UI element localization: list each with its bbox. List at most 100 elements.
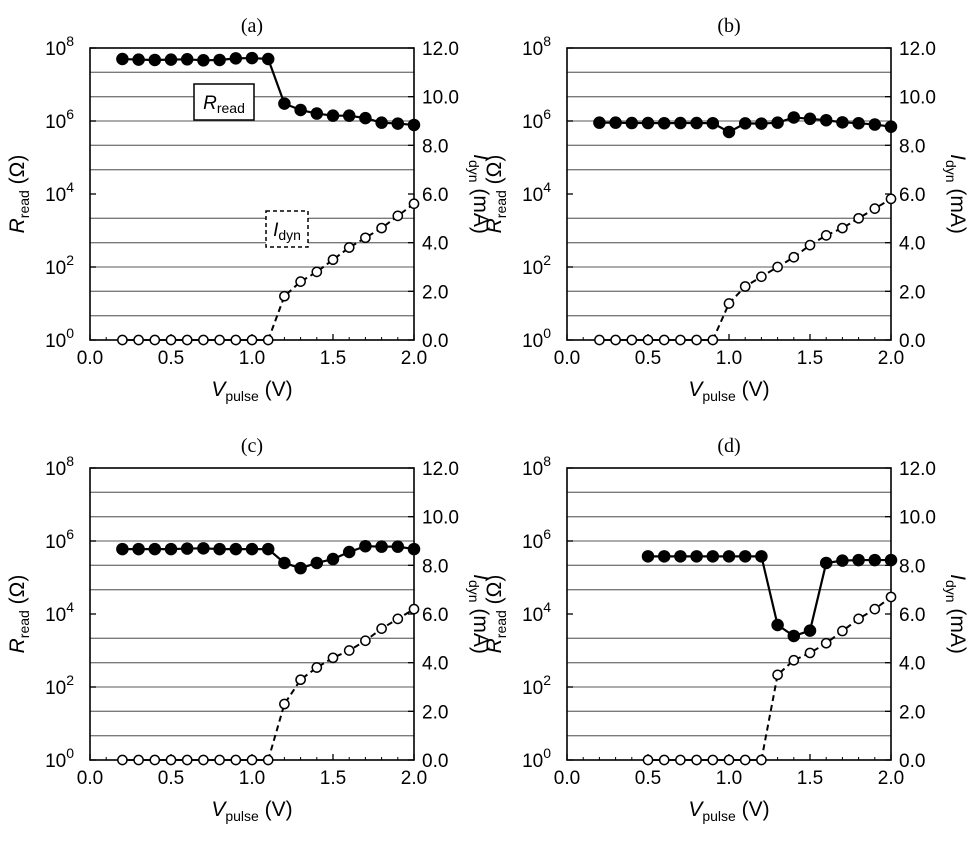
x-tick-label: 0.0 xyxy=(77,768,103,789)
rread-point xyxy=(261,52,275,66)
y-left-tick-label: 100 xyxy=(522,325,551,352)
rread-point xyxy=(819,113,833,127)
y-right-axis-title: Idyn (mA) xyxy=(466,154,492,234)
idyn-point xyxy=(772,669,783,681)
y-left-tick-label: 108 xyxy=(45,33,74,60)
y-right-tick-label: 10.0 xyxy=(422,88,459,109)
idyn-point xyxy=(691,334,702,346)
rread-point xyxy=(391,117,405,130)
rread-point xyxy=(180,53,194,66)
panel-title: (b) xyxy=(717,15,740,37)
idyn-point xyxy=(311,662,323,673)
y-left-tick-label: 108 xyxy=(522,453,551,480)
y-left-tick-label: 100 xyxy=(522,745,551,772)
y-left-tick-label: 104 xyxy=(522,179,551,206)
idyn-point xyxy=(642,754,654,766)
rread-point xyxy=(164,542,178,556)
rread-point xyxy=(407,542,421,556)
rread-point xyxy=(868,553,882,567)
rread-point xyxy=(884,120,898,133)
rread-point xyxy=(164,53,178,66)
rread-point xyxy=(391,540,405,553)
rread-point xyxy=(310,107,324,120)
rread-point xyxy=(609,116,622,129)
x-tick-label: 0.0 xyxy=(77,348,103,369)
idyn-point xyxy=(739,281,751,292)
idyn-point xyxy=(149,334,161,346)
x-tick-label: 0.5 xyxy=(635,768,661,789)
rread-point xyxy=(148,542,162,556)
rread-point xyxy=(278,556,291,570)
chart-panel: (d)0.0 0.5 1.0 1.5 2.01001021041061080.02.04… xyxy=(483,435,969,824)
rread-point xyxy=(657,116,671,130)
x-axis-title: Vpulse (V) xyxy=(211,798,292,824)
y-left-axis-title: Rread (Ω) xyxy=(6,575,32,654)
y-right-tick-label: 0.0 xyxy=(422,751,448,772)
rread-point xyxy=(803,112,817,126)
rread-point xyxy=(641,116,655,130)
rread-point xyxy=(229,542,243,556)
x-tick-label: 0.5 xyxy=(158,348,184,369)
idyn-point xyxy=(198,334,209,346)
rread-point xyxy=(852,116,865,130)
idyn-point xyxy=(675,754,686,766)
series-line-idyn xyxy=(711,198,892,341)
y-right-tick-label: 6.0 xyxy=(422,185,448,206)
idyn-point xyxy=(723,298,735,309)
y-left-tick-label: 106 xyxy=(45,106,74,133)
y-left-axis-title: Rread (Ω) xyxy=(483,155,509,234)
idyn-point xyxy=(295,674,306,686)
rread-point xyxy=(213,53,226,67)
rread-point xyxy=(771,116,784,129)
rread-point xyxy=(213,542,226,556)
y-left-tick-label: 106 xyxy=(522,526,551,553)
y-right-tick-label: 2.0 xyxy=(899,702,925,723)
x-tick-label: 0.5 xyxy=(158,768,184,789)
x-tick-label: 1.5 xyxy=(797,768,823,789)
series-line-rread xyxy=(648,555,891,638)
idyn-point xyxy=(181,754,193,766)
rread-point xyxy=(342,545,356,559)
plot-frame xyxy=(566,467,892,761)
y-left-axis-title: Rread (Ω) xyxy=(483,575,509,654)
y-right-tick-label: 2.0 xyxy=(422,282,448,303)
x-tick-label: 2.0 xyxy=(401,348,427,369)
rread-point xyxy=(787,111,801,124)
rread-point xyxy=(180,542,194,555)
idyn-point xyxy=(885,591,897,603)
series-line-idyn xyxy=(267,608,415,761)
x-axis-title: Vpulse (V) xyxy=(688,378,769,404)
series-line-idyn xyxy=(267,202,415,341)
plot-frame xyxy=(566,47,892,341)
panel-title: (a) xyxy=(241,15,263,37)
idyn-point xyxy=(707,754,719,766)
y-right-tick-label: 6.0 xyxy=(899,185,925,206)
y-right-axis-title: Idyn (mA) xyxy=(943,574,969,654)
y-left-tick-label: 104 xyxy=(522,599,551,626)
y-right-tick-label: 4.0 xyxy=(422,234,448,255)
y-right-tick-label: 6.0 xyxy=(422,605,448,626)
rread-point xyxy=(342,109,356,122)
x-tick-label: 1.0 xyxy=(239,768,265,789)
y-right-tick-label: 8.0 xyxy=(422,556,448,577)
y-right-tick-label: 0.0 xyxy=(422,331,448,352)
rread-point xyxy=(868,118,882,131)
rread-point xyxy=(722,550,736,563)
idyn-point xyxy=(869,603,881,615)
idyn-point xyxy=(230,334,242,346)
idyn-point xyxy=(214,754,225,766)
x-tick-label: 1.0 xyxy=(239,348,265,369)
rread-point xyxy=(674,116,687,130)
idyn-point xyxy=(279,698,290,710)
y-left-tick-label: 106 xyxy=(45,526,74,553)
rread-point xyxy=(674,550,687,563)
idyn-point xyxy=(246,334,258,346)
idyn-point xyxy=(658,754,670,766)
idyn-point xyxy=(675,334,686,346)
idyn-point xyxy=(408,198,420,210)
idyn-point xyxy=(626,334,638,346)
y-right-tick-label: 0.0 xyxy=(899,751,925,772)
idyn-point xyxy=(642,334,654,346)
rread-point xyxy=(884,553,898,567)
idyn-point xyxy=(869,203,881,214)
